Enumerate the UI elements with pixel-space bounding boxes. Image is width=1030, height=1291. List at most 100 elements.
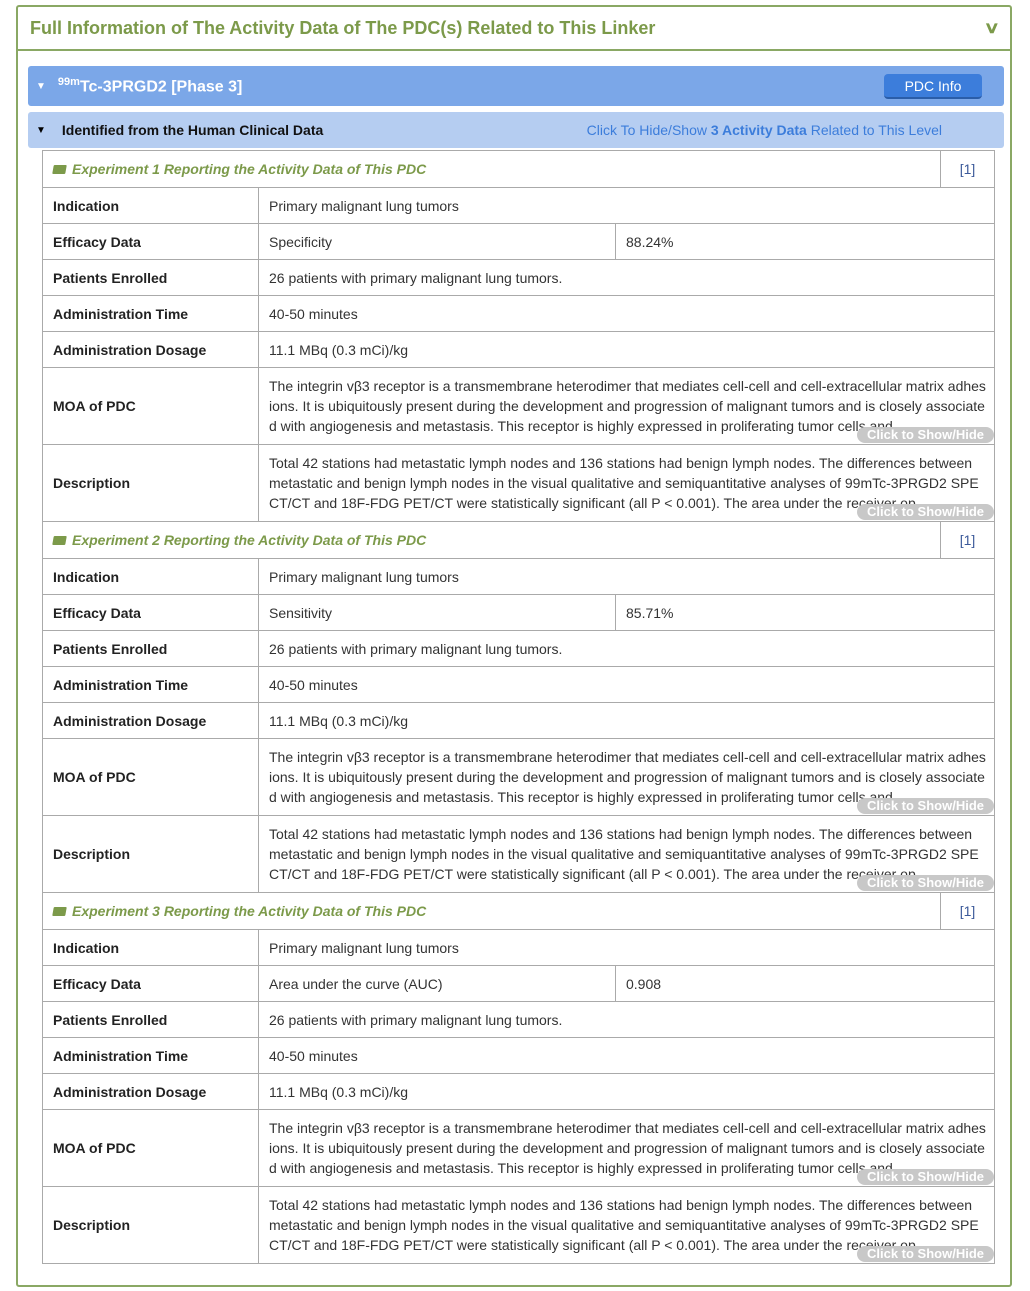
row-label: Efficacy Data — [42, 594, 259, 631]
row-label: MOA of PDC — [42, 738, 259, 816]
reference-link[interactable]: [1] — [940, 150, 995, 188]
row-value: Total 42 stations had metastatic lymph n… — [269, 455, 979, 511]
experiment-header: Experiment 3 Reporting the Activity Data… — [42, 892, 995, 930]
row-label: Indication — [42, 929, 259, 966]
experiment-title-cell: Experiment 2 Reporting the Activity Data… — [42, 521, 941, 559]
row-label: Patients Enrolled — [42, 1001, 259, 1038]
link-count: 3 Activity Data — [710, 122, 807, 138]
experiment-title: Experiment 2 Reporting the Activity Data… — [72, 532, 427, 548]
row-label: Administration Dosage — [42, 1073, 259, 1110]
table-row: Description Total 42 stations had metasta… — [42, 815, 995, 893]
experiment-table: Experiment 3 Reporting the Activity Data… — [42, 892, 995, 1264]
efficacy-metric: Area under the curve (AUC) — [258, 965, 616, 1002]
reference-link[interactable]: [1] — [940, 521, 995, 559]
level-header[interactable]: ▼ Identified from the Human Clinical Dat… — [28, 112, 1004, 148]
efficacy-metric: Sensitivity — [258, 594, 616, 631]
table-row: Patients Enrolled 26 patients with primar… — [42, 1001, 995, 1038]
caret-down-icon[interactable]: ▼ — [36, 124, 46, 136]
table-row: Indication Primary malignant lung tumors — [42, 929, 995, 966]
row-value: Primary malignant lung tumors — [258, 187, 995, 224]
row-label: Indication — [42, 558, 259, 595]
experiment-table: Experiment 2 Reporting the Activity Data… — [42, 521, 995, 893]
folder-open-icon — [52, 536, 67, 545]
row-label: Efficacy Data — [42, 223, 259, 260]
row-value: 40-50 minutes — [258, 295, 995, 332]
toggle-activity-data-link[interactable]: Click To Hide/Show 3 Activity Data Relat… — [587, 122, 942, 138]
row-label: Administration Time — [42, 1037, 259, 1074]
row-label: Description — [42, 815, 259, 893]
level-title: Identified from the Human Clinical Data — [61, 122, 324, 138]
pdc-name-superscript: 99m — [57, 75, 80, 88]
reference-link[interactable]: [1] — [940, 892, 995, 930]
show-hide-button[interactable]: Click to Show/Hide — [856, 504, 994, 520]
experiment-title: Experiment 1 Reporting the Activity Data… — [72, 161, 427, 177]
row-value-cell: Total 42 stations had metastatic lymph n… — [258, 815, 995, 893]
pdc-name-text: Tc-3PRGD2 [Phase 3] — [79, 78, 243, 96]
row-value-cell: Total 42 stations had metastatic lymph n… — [258, 1186, 995, 1264]
row-label: Patients Enrolled — [42, 259, 259, 296]
folder-open-icon — [52, 907, 67, 916]
show-hide-button[interactable]: Click to Show/Hide — [856, 1246, 994, 1262]
row-value: 26 patients with primary malignant lung … — [258, 1001, 995, 1038]
experiment-table: Experiment 1 Reporting the Activity Data… — [42, 150, 995, 522]
caret-down-icon[interactable]: ▼ — [36, 80, 46, 92]
row-label: Description — [42, 1186, 259, 1264]
show-hide-button[interactable]: Click to Show/Hide — [856, 875, 994, 891]
folder-open-icon — [52, 165, 67, 174]
table-row: Efficacy Data Sensitivity 85.71% — [42, 594, 995, 631]
experiment-header: Experiment 2 Reporting the Activity Data… — [42, 521, 995, 559]
table-row: Description Total 42 stations had metasta… — [42, 1186, 995, 1264]
row-value-cell: The integrin vβ3 receptor is a transmemb… — [258, 738, 995, 816]
row-value: 11.1 MBq (0.3 mCi)/kg — [258, 331, 995, 368]
table-row: Administration Dosage 11.1 MBq (0.3 mCi)/… — [42, 702, 995, 739]
link-text: Related to This Level — [806, 122, 942, 138]
experiment-title-cell: Experiment 1 Reporting the Activity Data… — [42, 150, 941, 188]
show-hide-button[interactable]: Click to Show/Hide — [856, 798, 994, 814]
table-row: Administration Dosage 11.1 MBq (0.3 mCi)/… — [42, 1073, 995, 1110]
pdc-header[interactable]: ▼ 99mTc-3PRGD2 [Phase 3] PDC Info — [28, 66, 1004, 106]
row-value-cell: The integrin vβ3 receptor is a transmemb… — [258, 1109, 995, 1187]
table-row: MOA of PDC The integrin vβ3 receptor is a… — [42, 367, 995, 445]
row-value: 40-50 minutes — [258, 1037, 995, 1074]
activity-data-panel: Full Information of The Activity Data of… — [16, 5, 1012, 1287]
efficacy-value: 85.71% — [615, 594, 995, 631]
experiment-title: Experiment 3 Reporting the Activity Data… — [72, 903, 427, 919]
row-value: The integrin vβ3 receptor is a transmemb… — [269, 749, 986, 805]
row-label: Indication — [42, 187, 259, 224]
row-label: Description — [42, 444, 259, 522]
table-row: Administration Time 40-50 minutes — [42, 666, 995, 703]
table-row: MOA of PDC The integrin vβ3 receptor is a… — [42, 1109, 995, 1187]
panel-header[interactable]: Full Information of The Activity Data of… — [18, 7, 1010, 51]
row-value-cell: Total 42 stations had metastatic lymph n… — [258, 444, 995, 522]
row-value: Total 42 stations had metastatic lymph n… — [269, 826, 979, 882]
table-row: Efficacy Data Specificity 88.24% — [42, 223, 995, 260]
row-value: 26 patients with primary malignant lung … — [258, 630, 995, 667]
row-label: Patients Enrolled — [42, 630, 259, 667]
row-value: Primary malignant lung tumors — [258, 929, 995, 966]
efficacy-value: 88.24% — [615, 223, 995, 260]
table-row: Administration Time 40-50 minutes — [42, 295, 995, 332]
show-hide-button[interactable]: Click to Show/Hide — [856, 1169, 994, 1185]
row-label: Administration Dosage — [42, 331, 259, 368]
experiment-title-cell: Experiment 3 Reporting the Activity Data… — [42, 892, 941, 930]
table-row: Efficacy Data Area under the curve (AUC) 0… — [42, 965, 995, 1002]
show-hide-button[interactable]: Click to Show/Hide — [856, 427, 994, 443]
row-value: The integrin vβ3 receptor is a transmemb… — [269, 378, 986, 434]
experiment-header: Experiment 1 Reporting the Activity Data… — [42, 150, 995, 188]
pdc-info-button[interactable]: PDC Info — [884, 74, 982, 99]
link-text: Click To Hide/Show — [586, 122, 711, 138]
table-row: Description Total 42 stations had metasta… — [42, 444, 995, 522]
row-value: 40-50 minutes — [258, 666, 995, 703]
row-value-cell: The integrin vβ3 receptor is a transmemb… — [258, 367, 995, 445]
row-label: MOA of PDC — [42, 1109, 259, 1187]
row-value: Primary malignant lung tumors — [258, 558, 995, 595]
row-label: Administration Time — [42, 666, 259, 703]
efficacy-value: 0.908 — [615, 965, 995, 1002]
row-label: Efficacy Data — [42, 965, 259, 1002]
table-row: Patients Enrolled 26 patients with primar… — [42, 630, 995, 667]
row-value: The integrin vβ3 receptor is a transmemb… — [269, 1120, 986, 1176]
row-value: Total 42 stations had metastatic lymph n… — [269, 1197, 979, 1253]
panel-title: Full Information of The Activity Data of… — [30, 17, 656, 38]
table-row: MOA of PDC The integrin vβ3 receptor is a… — [42, 738, 995, 816]
chevron-down-icon[interactable]: ∨ — [983, 20, 1001, 37]
